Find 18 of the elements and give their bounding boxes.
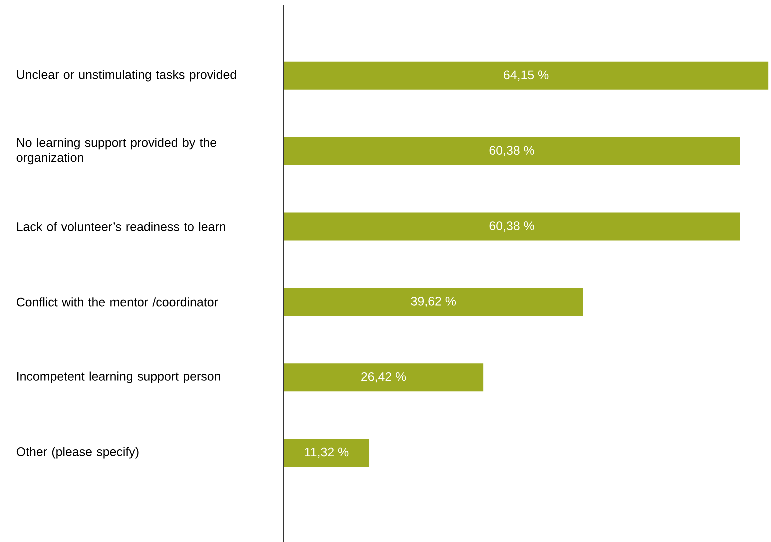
data-label: 60,38 % bbox=[490, 222, 534, 232]
y-tick-label: Other (please specify) bbox=[16, 447, 139, 459]
bar bbox=[284, 62, 769, 90]
bar bbox=[284, 364, 484, 392]
y-tick-label: Unclear or unstimulating tasks provided bbox=[17, 70, 236, 82]
bar bbox=[284, 288, 584, 316]
data-label: 39,62 % bbox=[411, 297, 456, 308]
data-label: 11,32 % bbox=[305, 448, 349, 458]
bar bbox=[284, 212, 740, 241]
bar bbox=[284, 137, 740, 166]
data-label: 60,38 % bbox=[490, 146, 534, 156]
data-label: 64,15 % bbox=[504, 70, 549, 82]
y-tick-label: Incompetent learning support person bbox=[18, 372, 220, 384]
data-label: 26,42 % bbox=[362, 372, 406, 383]
y-tick-label: No learning support provided by the organization bbox=[16, 138, 217, 165]
y-tick-label: Lack of volunteer’s readiness to learn bbox=[17, 222, 226, 232]
y-tick-label: Conflict with the mentor /coordinator bbox=[16, 298, 218, 307]
bar bbox=[284, 439, 370, 468]
